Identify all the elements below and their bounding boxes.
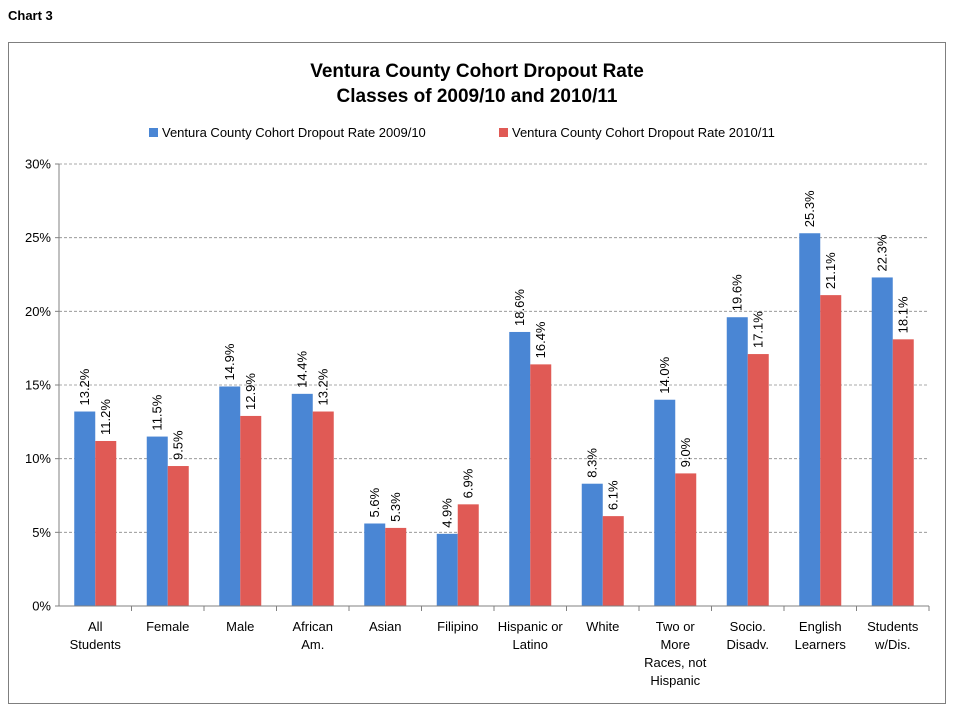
- data-label: 22.3%: [875, 234, 890, 271]
- x-tick-label: White: [586, 619, 619, 634]
- data-label: 25.3%: [802, 190, 817, 227]
- data-label: 19.6%: [730, 274, 745, 311]
- y-axis: 0% 5% 10% 15% 20% 25% 30%: [25, 157, 60, 614]
- x-tick-label: Male: [226, 619, 254, 634]
- x-tick-label: Hispanic or Latino: [498, 619, 564, 652]
- bar-chart: Ventura County Cohort Dropout Rate Class…: [25, 61, 930, 688]
- bar-series2: [602, 516, 624, 606]
- x-tick-label: African Am.: [293, 619, 333, 652]
- data-label: 13.2%: [316, 368, 331, 405]
- bar-series2: [312, 411, 334, 606]
- data-label: 9.5%: [171, 430, 186, 460]
- y-tick-label: 10%: [25, 451, 51, 466]
- bar-series2: [747, 354, 769, 606]
- data-label: 8.3%: [585, 448, 600, 478]
- data-label: 11.2%: [98, 399, 113, 435]
- legend-swatch-1: [149, 128, 158, 137]
- bar-series1: [581, 483, 603, 606]
- bar-series2: [675, 473, 697, 606]
- chart-subtitle: Classes of 2009/10 and 2010/11: [337, 86, 618, 107]
- legend-label-1: Ventura County Cohort Dropout Rate 2009/…: [162, 125, 426, 140]
- bar-series2: [530, 364, 552, 606]
- page-label: Chart 3: [8, 8, 53, 23]
- x-tick-label: Filipino: [437, 619, 478, 634]
- x-tick-label: Asian: [369, 619, 402, 634]
- x-tick-label: English Learners: [795, 619, 847, 652]
- bar-series1: [871, 277, 893, 606]
- data-label: 12.9%: [243, 373, 258, 410]
- bar-series2: [457, 504, 479, 606]
- data-label: 4.9%: [440, 498, 455, 528]
- x-tick-label: All Students: [70, 619, 122, 652]
- bar-series1: [74, 411, 96, 606]
- data-label: 6.9%: [461, 468, 476, 498]
- bar-series2: [385, 527, 407, 606]
- bars: [74, 233, 914, 606]
- x-tick-label: Two or More Races, not Hispanic: [644, 619, 707, 688]
- data-label: 6.1%: [606, 480, 621, 510]
- data-label: 14.0%: [657, 356, 672, 393]
- bar-series1: [509, 331, 531, 606]
- chart-frame: Ventura County Cohort Dropout Rate Class…: [8, 42, 946, 704]
- x-tick-label: Students w/Dis.: [867, 619, 919, 652]
- bar-series2: [240, 415, 262, 606]
- data-label: 5.3%: [388, 492, 403, 522]
- bar-series2: [820, 295, 842, 606]
- bar-series1: [799, 233, 821, 606]
- data-label: 9.0%: [678, 437, 693, 467]
- y-tick-label: 20%: [25, 304, 51, 319]
- y-tick-label: 15%: [25, 378, 51, 393]
- legend: Ventura County Cohort Dropout Rate 2009/…: [149, 125, 775, 140]
- bar-series1: [364, 523, 386, 606]
- x-axis: All Students Female Male African Am. Asian Fili…: [59, 605, 930, 688]
- data-label: 21.1%: [823, 252, 838, 289]
- bar-series1: [726, 317, 748, 606]
- data-label: 18.1%: [896, 296, 911, 333]
- bar-series1: [654, 399, 676, 606]
- data-label: 13.2%: [77, 368, 92, 405]
- bar-labels: 13.2% 11.2% 11.5% 9.5% 14.9% 12.9% 14.4% 13.2% 5…: [77, 190, 911, 528]
- bar-series2: [892, 339, 914, 606]
- legend-swatch-2: [499, 128, 508, 137]
- data-label: 18.6%: [512, 289, 527, 326]
- bar-series1: [291, 393, 313, 606]
- data-label: 16.4%: [533, 321, 548, 358]
- x-tick-label: Socio. Disadv.: [727, 619, 769, 652]
- legend-label-2: Ventura County Cohort Dropout Rate 2010/…: [512, 125, 775, 140]
- gridlines: [59, 163, 929, 533]
- data-label: 14.4%: [295, 351, 310, 388]
- y-tick-label: 5%: [32, 525, 51, 540]
- bar-series2: [167, 466, 189, 606]
- chart-title: Ventura County Cohort Dropout Rate: [310, 61, 644, 82]
- data-label: 11.5%: [150, 394, 165, 430]
- data-label: 17.1%: [751, 311, 766, 348]
- y-tick-label: 25%: [25, 230, 51, 245]
- y-tick-label: 0%: [32, 599, 51, 614]
- bar-series1: [436, 533, 458, 606]
- bar-series1: [146, 436, 168, 606]
- data-label: 14.9%: [222, 343, 237, 380]
- bar-series2: [95, 440, 117, 606]
- bar-series1: [219, 386, 241, 606]
- x-tick-label: Female: [146, 619, 189, 634]
- data-label: 5.6%: [367, 487, 382, 517]
- y-tick-label: 30%: [25, 157, 51, 172]
